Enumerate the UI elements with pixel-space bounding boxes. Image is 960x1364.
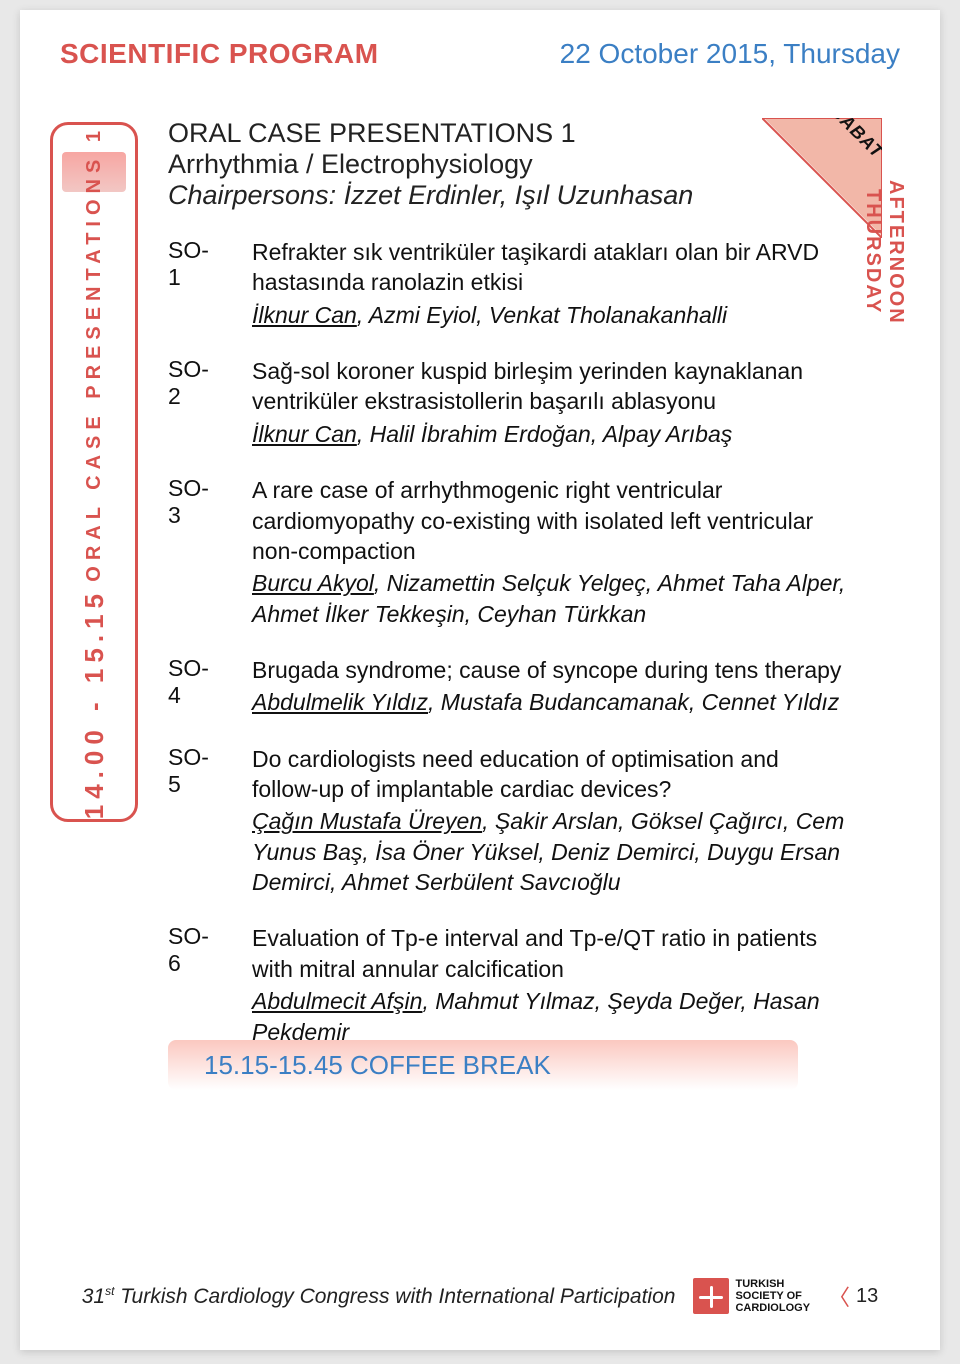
coffee-break-label: 15.15-15.45 COFFEE BREAK	[204, 1050, 551, 1081]
footer-logo: TURKISH SOCIETY OF CARDIOLOGY	[693, 1278, 810, 1314]
chevron-left-icon: 〈	[828, 1280, 850, 1312]
item-authors: Burcu Akyol, Nizamettin Selçuk Yelgeç, A…	[252, 568, 848, 629]
item-code: SO-2	[168, 356, 220, 449]
coffee-break-bar: 15.15-15.45 COFFEE BREAK	[168, 1040, 798, 1090]
item-title: Do cardiologists need education of optim…	[252, 744, 848, 805]
session-chair: Chairpersons: İzzet Erdinler, Işıl Uzunh…	[168, 180, 848, 211]
item-title: A rare case of arrhythmogenic right vent…	[252, 475, 848, 566]
item-body: Refrakter sık ventriküler taşikardi atak…	[252, 237, 848, 330]
item-title: Evaluation of Tp-e interval and Tp-e/QT …	[252, 923, 848, 984]
item-body: Brugada syndrome; cause of syncope durin…	[252, 655, 848, 718]
item-authors: Çağın Mustafa Üreyen, Şakir Arslan, Göks…	[252, 806, 848, 897]
page: SCIENTIFIC PROGRAM 22 October 2015, Thur…	[20, 10, 940, 1350]
item-authors: Abdulmelik Yıldız, Mustafa Budancamanak,…	[252, 687, 848, 717]
right-strip-line1: THURSDAY	[862, 189, 884, 314]
logo-text: TURKISH SOCIETY OF CARDIOLOGY	[735, 1278, 810, 1314]
item-code: SO-5	[168, 744, 220, 898]
session-subtitle: Arrhythmia / Electrophysiology	[168, 149, 848, 180]
session-item: SO-6 Evaluation of Tp-e interval and Tp-e…	[168, 923, 848, 1046]
session-item: SO-4 Brugada syndrome; cause of syncope d…	[168, 655, 848, 718]
session-items: SO-1 Refrakter sık ventriküler taşikardi …	[168, 237, 848, 1047]
item-title: Brugada syndrome; cause of syncope durin…	[252, 655, 848, 685]
item-code: SO-6	[168, 923, 220, 1046]
right-strip-line2: AFTERNOON	[885, 180, 907, 325]
item-body: Evaluation of Tp-e interval and Tp-e/QT …	[252, 923, 848, 1046]
session-item: SO-5 Do cardiologists need education of o…	[168, 744, 848, 898]
footer-page-number: 〈 13	[828, 1280, 878, 1312]
session-main: ORAL CASE PRESENTATIONS 1 Arrhythmia / E…	[168, 118, 848, 1073]
item-body: Do cardiologists need education of optim…	[252, 744, 848, 898]
footer-congress-rest: Turkish Cardiology Congress with Interna…	[120, 1285, 675, 1308]
session-item: SO-2 Sağ-sol koroner kuspid birleşim yeri…	[168, 356, 848, 449]
item-authors: İlknur Can, Halil İbrahim Erdoğan, Alpay…	[252, 419, 848, 449]
left-strip-label: ORAL CASE PRESENTATIONS 1	[83, 125, 106, 582]
session-title: ORAL CASE PRESENTATIONS 1	[168, 118, 848, 149]
header-left: SCIENTIFIC PROGRAM	[60, 38, 379, 70]
item-code: SO-4	[168, 655, 220, 718]
footer: 31st Turkish Cardiology Congress with In…	[20, 1266, 940, 1326]
left-session-strip: ORAL CASE PRESENTATIONS 1 14.00 - 15.15	[50, 122, 138, 822]
item-authors: İlknur Can, Azmi Eyiol, Venkat Tholanaka…	[252, 300, 848, 330]
item-code: SO-1	[168, 237, 220, 330]
footer-congress: 31st Turkish Cardiology Congress with In…	[82, 1284, 676, 1309]
left-strip-text: ORAL CASE PRESENTATIONS 1 14.00 - 15.15	[50, 122, 138, 822]
logo-icon	[693, 1278, 729, 1314]
session-item: SO-1 Refrakter sık ventriküler taşikardi …	[168, 237, 848, 330]
right-day-strip: AFTERNOON THURSDAY	[858, 120, 910, 384]
item-body: Sağ-sol koroner kuspid birleşim yerinden…	[252, 356, 848, 449]
left-strip-time: 14.00 - 15.15	[79, 588, 110, 819]
item-code: SO-3	[168, 475, 220, 629]
item-body: A rare case of arrhythmogenic right vent…	[252, 475, 848, 629]
header-right: 22 October 2015, Thursday	[560, 38, 900, 70]
item-title: Refrakter sık ventriküler taşikardi atak…	[252, 237, 848, 298]
session-item: SO-3 A rare case of arrhythmogenic right …	[168, 475, 848, 629]
item-authors: Abdulmecit Afşin, Mahmut Yılmaz, Şeyda D…	[252, 986, 848, 1047]
item-title: Sağ-sol koroner kuspid birleşim yerinden…	[252, 356, 848, 417]
